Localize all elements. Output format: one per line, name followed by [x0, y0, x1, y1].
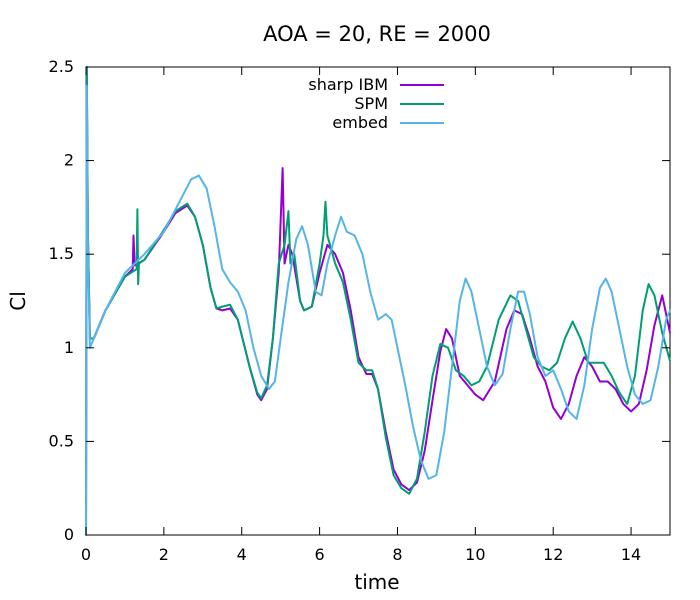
x-axis-label: time [354, 570, 399, 594]
x-tick-label: 12 [543, 545, 563, 564]
y-tick-label: 0.5 [49, 431, 74, 450]
y-tick-label: 0 [64, 525, 74, 544]
series-layer [85, 66, 671, 536]
x-tick-label: 6 [315, 545, 325, 564]
plot-frame [85, 66, 671, 536]
series-line-sharp-ibm [85, 66, 671, 536]
chart-title: AOA = 20, RE = 2000 [263, 22, 491, 46]
y-axis-label: Cl [6, 291, 30, 311]
y-tick-label: 2 [64, 151, 74, 170]
legend-label: SPM [354, 94, 388, 113]
y-tick-label: 2.5 [49, 57, 74, 76]
x-tick-label: 4 [237, 545, 247, 564]
ticks-layer: 0 2 4 6 8 10 12 14 0 0.5 1 1.5 2 2.5 [49, 57, 670, 564]
x-tick-label: 10 [465, 545, 485, 564]
series-line-spm [85, 66, 671, 536]
y-tick-label: 1.5 [49, 244, 74, 263]
x-tick-label: 14 [621, 545, 641, 564]
x-tick-label: 8 [392, 545, 402, 564]
legend-label: embed [332, 113, 388, 132]
x-tick-label: 0 [81, 545, 91, 564]
series-line-embed [85, 84, 671, 536]
legend-label: sharp IBM [308, 75, 388, 94]
x-tick-label: 2 [159, 545, 169, 564]
y-tick-label: 1 [64, 338, 74, 357]
